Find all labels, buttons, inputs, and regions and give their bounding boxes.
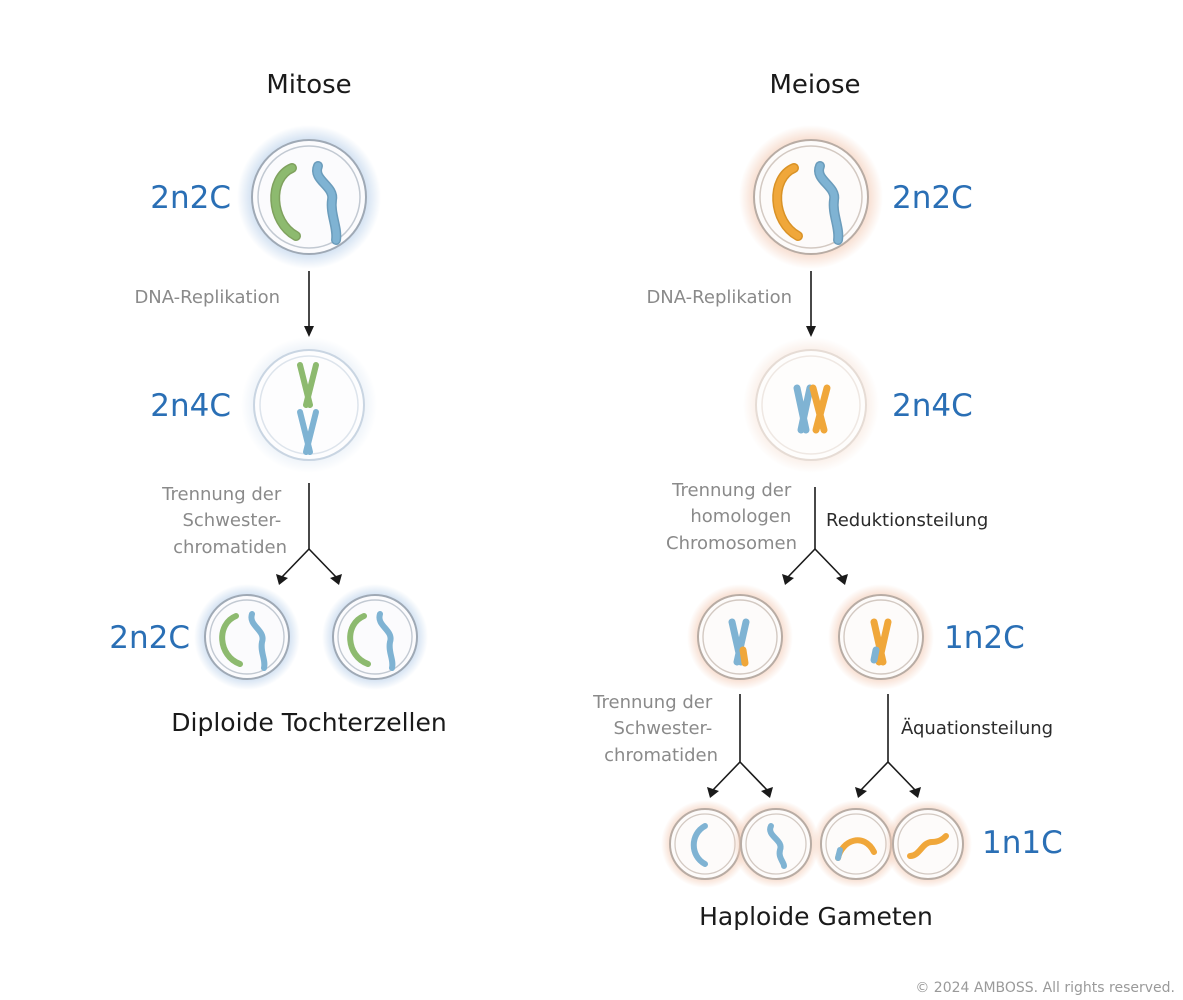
mitosis-ploidy-daughters: 2n2C — [109, 620, 190, 656]
mitosis-daughter-cell-2 — [322, 584, 428, 690]
mitosis-ploidy-replicated: 2n4C — [150, 388, 231, 424]
mitosis-arrow-separation — [276, 483, 342, 585]
meiosis-step-replication: DNA-Replikation — [646, 287, 792, 308]
mitosis-result: Diploide Tochterzellen — [171, 708, 446, 737]
meiosis-gamete-2 — [732, 800, 820, 888]
meiosis-ploidy-start: 2n2C — [892, 180, 973, 216]
meiosis-arrowhead-replication — [806, 326, 816, 337]
meiosis-ploidy-after-division-1: 1n2C — [944, 620, 1025, 656]
mitosis-step-replication: DNA-Replikation — [134, 287, 280, 308]
meiosis-arrow-division-2-right — [855, 694, 921, 798]
meiosis-gamete-3 — [812, 800, 900, 888]
meiosis-step-separation-2: Trennung der Schwester- chromatiden — [592, 692, 718, 766]
meiosis-result: Haploide Gameten — [699, 902, 933, 931]
meiosis-arrow-division-2-left — [707, 694, 773, 798]
meiosis-division-1: Reduktionsteilung — [826, 510, 988, 531]
meiosis-cell-after-division-1-left — [687, 584, 793, 690]
meiosis-title: Meiose — [769, 70, 860, 100]
meiosis-division-2: Äquationsteilung — [901, 718, 1053, 739]
meiosis-ploidy-replicated: 2n4C — [892, 388, 973, 424]
meiosis-cell-replicated — [743, 337, 879, 473]
mitosis-title: Mitose — [266, 70, 351, 100]
meiosis-step-separation-1: Trennung der homologen Chromosomen — [666, 480, 797, 554]
mitosis-cell-replicated — [241, 337, 377, 473]
meiosis-arrow-division-1 — [782, 487, 848, 585]
mitosis-daughter-cell-1 — [194, 584, 300, 690]
mitosis-step-separation: Trennung der Schwester- chromatiden — [161, 484, 287, 558]
mitosis-ploidy-start: 2n2C — [150, 180, 231, 216]
mitosis-arrowhead-replication — [304, 326, 314, 337]
mitosis-cell-start — [237, 125, 381, 269]
meiosis-cell-start — [739, 125, 883, 269]
meiosis-gamete-4 — [884, 800, 972, 888]
copyright-notice: © 2024 AMBOSS. All rights reserved. — [915, 980, 1175, 996]
meiosis-cell-after-division-1-right — [828, 584, 934, 690]
meiosis-gamete-1 — [661, 800, 749, 888]
meiosis-ploidy-gametes: 1n1C — [982, 825, 1063, 861]
